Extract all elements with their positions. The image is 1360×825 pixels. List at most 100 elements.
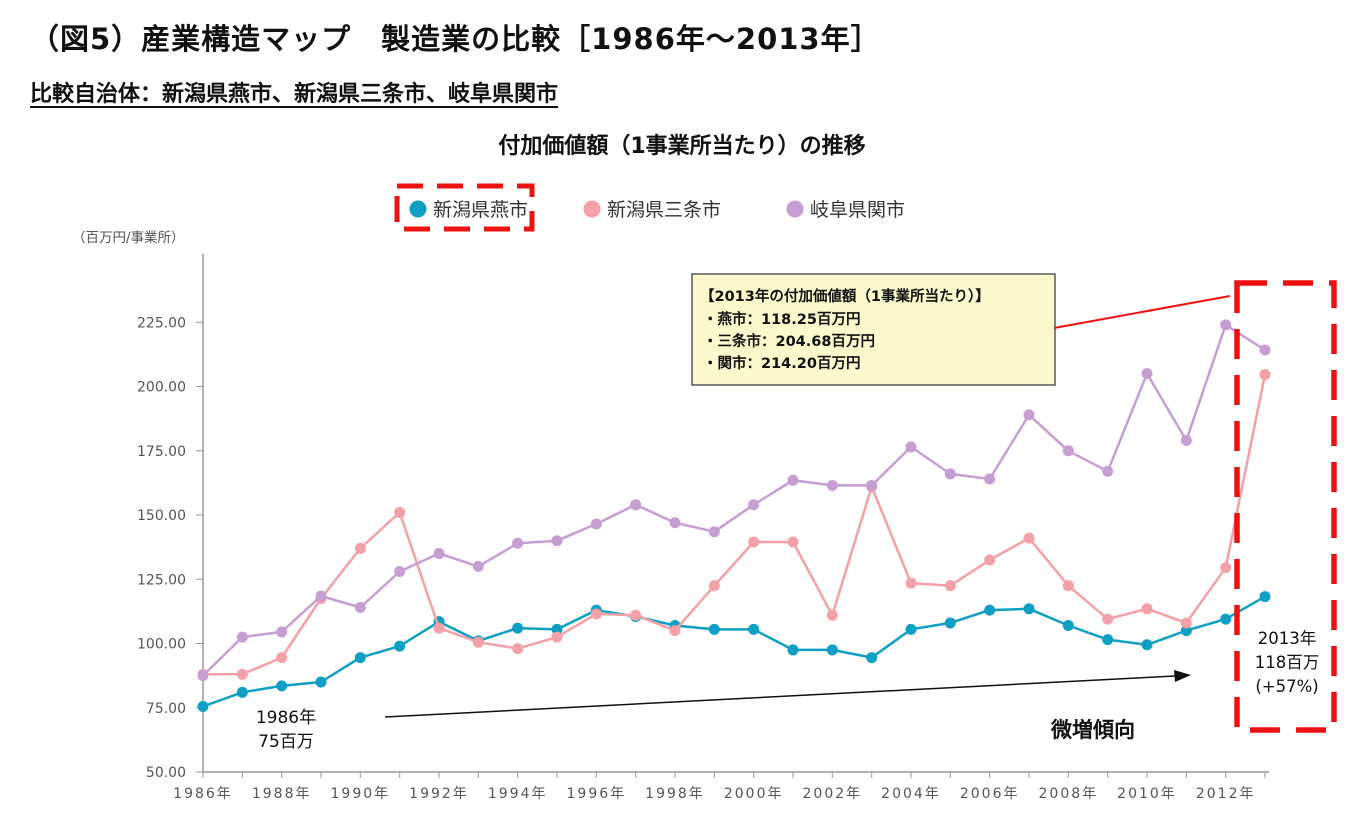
- x-tick-label: 1994年: [488, 786, 548, 802]
- x-tick-label: 1990年: [331, 786, 391, 802]
- callout-line: [1053, 295, 1231, 329]
- start-label: 75百万: [258, 732, 314, 752]
- data-point: [630, 499, 642, 511]
- data-point: [236, 668, 248, 680]
- y-tick-label: 75.00: [146, 701, 186, 717]
- data-point: [1180, 617, 1192, 629]
- data-point: [1062, 445, 1074, 457]
- data-point: [236, 686, 248, 698]
- info-box-heading: 【2013年の付加価値額（1事業所当たり）】: [700, 287, 990, 305]
- info-box: [691, 273, 1056, 386]
- data-point: [1102, 613, 1114, 625]
- data-point: [787, 474, 799, 486]
- data-point: [394, 506, 406, 518]
- trend-label: 微増傾向: [1050, 718, 1135, 742]
- end-label: 118百万: [1255, 653, 1320, 672]
- series-line: [202, 323, 1266, 677]
- x-tick-label: 2008年: [1039, 786, 1099, 802]
- y-tick-label: 50.00: [146, 765, 186, 781]
- data-point: [944, 580, 956, 592]
- data-point: [1102, 465, 1114, 477]
- data-point: [905, 441, 917, 453]
- data-point: [748, 623, 760, 635]
- x-tick-label: 1992年: [409, 786, 469, 802]
- data-point: [1220, 562, 1232, 574]
- x-tick-label: 1986年: [173, 786, 233, 802]
- data-point: [1180, 434, 1192, 446]
- data-point: [826, 609, 838, 621]
- data-point: [551, 631, 563, 643]
- legend: 新潟県燕市 新潟県三条市 岐阜県関市: [394, 183, 905, 232]
- data-point: [354, 542, 366, 554]
- data-point: [276, 680, 288, 692]
- data-point: [1141, 603, 1153, 615]
- legend-label: 岐阜県関市: [810, 199, 905, 221]
- data-point: [905, 577, 917, 589]
- data-point: [512, 643, 524, 655]
- data-point: [551, 535, 563, 547]
- legend-highlight-box: [394, 183, 535, 232]
- data-point: [984, 604, 996, 616]
- data-point: [787, 536, 799, 548]
- data-point: [1220, 319, 1232, 331]
- data-point: [866, 479, 878, 491]
- data-point: [394, 640, 406, 652]
- data-point: [1062, 580, 1074, 592]
- axes-group: 50.00 75.00 100.00 125.00 150.00 175.00 200.00…: [137, 254, 1269, 802]
- data-point: [748, 536, 760, 548]
- data-point: [669, 625, 681, 637]
- figure-title: （図5）産業構造マップ 製造業の比較［1986年～2013年］: [30, 22, 881, 56]
- data-point: [315, 590, 327, 602]
- data-point: [590, 608, 602, 620]
- data-point: [472, 636, 484, 648]
- data-point: [276, 626, 288, 638]
- data-point: [1102, 634, 1114, 646]
- annotations-group: 【2013年の付加価値額（1事業所当たり）】・燕市：118.25百万円・三条市：…: [256, 273, 1337, 752]
- data-point: [1259, 368, 1271, 380]
- legend-label: 新潟県燕市: [433, 199, 528, 221]
- data-point: [197, 700, 209, 712]
- data-point: [1023, 532, 1035, 544]
- chart-title: 付加価値額（1事業所当たり）の推移: [498, 133, 865, 159]
- data-point: [1023, 409, 1035, 421]
- data-point: [1062, 620, 1074, 632]
- data-point: [433, 548, 445, 560]
- y-tick-label: 100.00: [137, 637, 186, 653]
- info-box-line: ・燕市：118.25百万円: [703, 310, 860, 328]
- figure-subtitle: 比較自治体：新潟県燕市、新潟県三条市、岐阜県関市: [30, 82, 559, 107]
- data-point: [433, 622, 445, 634]
- data-point: [276, 652, 288, 664]
- data-point: [512, 537, 524, 549]
- start-label: 1986年: [256, 708, 316, 728]
- data-point: [1220, 613, 1232, 625]
- x-tick-label: 1988年: [252, 786, 312, 802]
- data-point: [826, 479, 838, 491]
- y-tick-label: 175.00: [137, 444, 186, 460]
- data-point: [590, 518, 602, 530]
- data-point: [394, 566, 406, 578]
- data-point: [354, 602, 366, 614]
- y-tick-label: 125.00: [137, 572, 186, 588]
- data-point: [551, 623, 563, 635]
- y-tick-label: 200.00: [137, 380, 186, 396]
- legend-marker: [583, 200, 601, 218]
- x-tick-label: 2006年: [960, 786, 1020, 802]
- data-point: [1259, 344, 1271, 356]
- data-point: [354, 652, 366, 664]
- data-point: [472, 560, 484, 572]
- data-point: [984, 554, 996, 566]
- data-point: [787, 644, 799, 656]
- data-point: [315, 676, 327, 688]
- trend-arrow-line: [384, 675, 1176, 718]
- data-point: [236, 631, 248, 643]
- data-point: [984, 473, 996, 485]
- legend-marker: [409, 200, 427, 218]
- info-box-line: ・三条市：204.68百万円: [703, 332, 875, 350]
- data-point: [1259, 591, 1271, 603]
- data-point: [630, 609, 642, 621]
- series-lines-group: [197, 319, 1271, 712]
- data-point: [1141, 639, 1153, 651]
- data-point: [826, 644, 838, 656]
- legend-label: 新潟県三条市: [607, 199, 721, 221]
- data-point: [944, 468, 956, 480]
